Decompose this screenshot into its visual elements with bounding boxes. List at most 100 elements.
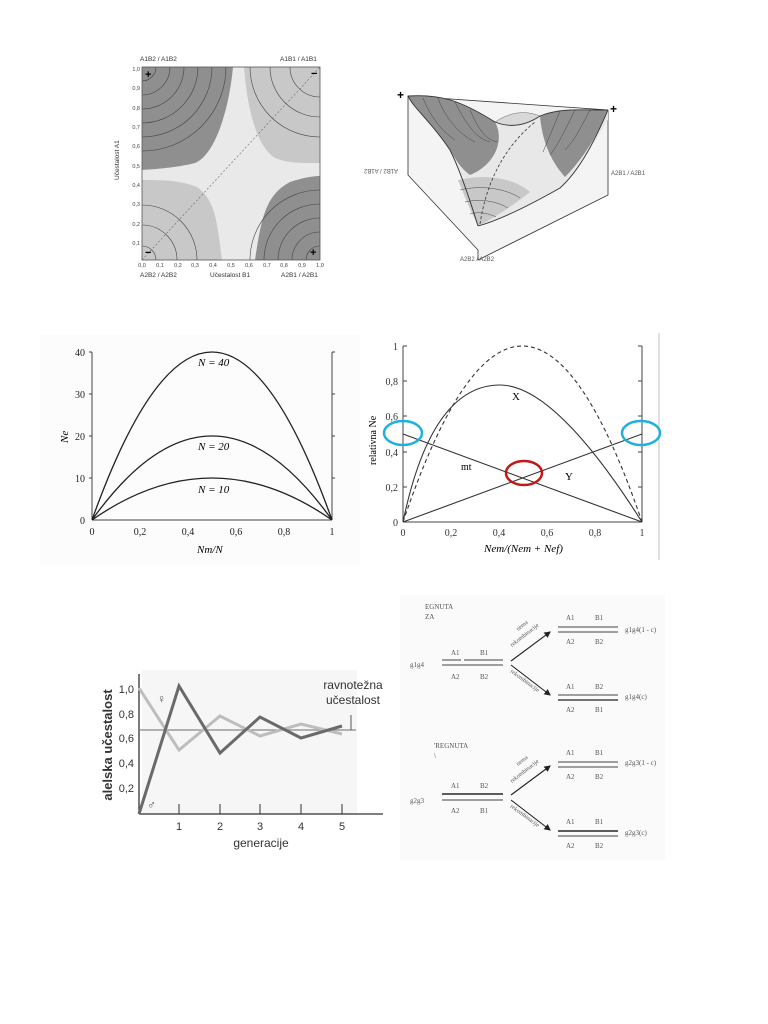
svg-text:0,6: 0,6	[132, 144, 140, 150]
y-tick: 0	[393, 518, 398, 529]
top-header-1: EGNUTA	[425, 603, 453, 611]
y-tick: 20	[75, 432, 85, 443]
y-tick: 30	[75, 390, 85, 401]
svg-text:1,0: 1,0	[316, 263, 324, 269]
allele: A1	[566, 683, 575, 691]
y-ticks: 1,0 0,9 0,8 0,7 0,6 0,5 0,4 0,3 0,2 0,1	[132, 67, 140, 247]
svg-text:0,9: 0,9	[132, 86, 140, 92]
allele: A2	[566, 842, 575, 850]
allele: A1	[451, 782, 460, 790]
male-symbol: ♂	[147, 798, 156, 812]
allele: B1	[595, 706, 604, 714]
allele: B2	[480, 673, 489, 681]
label-n40: N = 40	[197, 357, 230, 369]
allele-frequency-chart: 1,0 0,8 0,6 0,4 0,2 1 2 3 4 5 ravnotežna…	[80, 640, 400, 860]
marker-plus-left: +	[397, 88, 404, 102]
label-y: Y	[565, 471, 573, 483]
y-tick: 10	[75, 474, 85, 485]
allele: A2	[451, 807, 460, 815]
label-bottom: A2B2 / A2B2	[460, 257, 495, 263]
x-tick: 0	[90, 527, 95, 538]
surface-3d-figure: + + A1B2 / A1B2 A2B1 / A2B1 A2B2 / A2B2	[360, 80, 650, 270]
allele: B1	[480, 807, 489, 815]
y-axis-label: relativna Ne	[368, 415, 379, 465]
svg-text:0,8: 0,8	[280, 263, 288, 269]
y-axis-label: alelska učestalost	[100, 689, 115, 801]
corner-label-top-right: A1B1 / A1B1	[280, 56, 317, 63]
svg-text:0,6: 0,6	[245, 263, 253, 269]
y-tick: 0,8	[119, 709, 134, 721]
allele: B1	[595, 818, 604, 826]
y-tick: 0,2	[386, 483, 399, 494]
x-tick: 0,6	[230, 527, 243, 538]
y-tick: 0	[80, 516, 85, 527]
x-ticks: 0,0 0,1 0,2 0,3 0,4 0,5 0,6 0,7 0,8 0,9 …	[138, 263, 324, 269]
marker-minus-bottom-left: −	[145, 247, 151, 259]
x-tick: 0,8	[278, 527, 291, 538]
arrow-label: rekombinacije	[509, 804, 541, 829]
female-symbol: ♀	[157, 692, 166, 706]
allele: A2	[566, 638, 575, 646]
allele: A1	[566, 614, 575, 622]
x-tick: 0,8	[589, 528, 602, 539]
allele: B2	[595, 842, 604, 850]
label-n10: N = 10	[197, 484, 230, 496]
x-tick: 2	[217, 821, 223, 833]
corner-label-top-left: A1B2 / A1B2	[140, 56, 177, 63]
blue-ellipse-right	[620, 419, 662, 447]
y-tick: 0,8	[386, 377, 399, 388]
outcome-label: g1g4(1 - c)	[625, 626, 657, 634]
svg-text:0,7: 0,7	[132, 125, 140, 131]
svg-text:0,3: 0,3	[191, 263, 199, 269]
x-axis-label: Nm/N	[196, 544, 223, 556]
line-y	[402, 433, 643, 523]
y-tick: 1	[393, 342, 398, 353]
allele: A2	[451, 673, 460, 681]
equilibrium-label-1: ravnotežna	[323, 678, 383, 692]
curve-n20	[91, 435, 333, 521]
x-tick: 1	[176, 821, 182, 833]
marker-minus-top-right: −	[311, 68, 317, 80]
label-left: A1B2 / A1B2	[363, 167, 398, 173]
y-axis-label: Učestalost A1	[114, 140, 121, 180]
svg-text:0,3: 0,3	[132, 202, 140, 208]
svg-text:0,7: 0,7	[263, 263, 271, 269]
svg-text:1,0: 1,0	[132, 67, 140, 73]
bottom-genotype: g2g3	[410, 797, 425, 805]
allele: B2	[595, 638, 604, 646]
svg-text:0,4: 0,4	[209, 263, 217, 269]
allele: B1	[595, 614, 604, 622]
allele: A1	[451, 649, 460, 657]
y-tick: 1,0	[119, 684, 134, 696]
marker-plus-right: +	[610, 102, 617, 116]
label-x: X	[512, 391, 520, 403]
bottom-header-2: \	[434, 752, 436, 760]
x-axis-label: generacije	[233, 836, 289, 850]
x-tick: 0,2	[445, 528, 458, 539]
x-tick: 1	[640, 528, 645, 539]
outcome-label: g1g4(c)	[625, 693, 647, 701]
x-tick: 0,4	[182, 527, 195, 538]
curve-n40	[91, 351, 333, 521]
x-tick: 5	[339, 821, 345, 833]
x-axis-label: Učestalost B1	[210, 272, 250, 279]
x-tick: 4	[298, 821, 304, 833]
svg-text:0,4: 0,4	[132, 183, 140, 189]
top-header-2: ZA	[425, 613, 434, 621]
curve-x	[402, 384, 643, 523]
svg-text:0,1: 0,1	[156, 263, 164, 269]
contour-figure: A1B2 / A1B2 A1B1 / A1B1 + − − +	[105, 50, 345, 280]
corner-label-bottom-left: A2B2 / A2B2	[140, 272, 177, 279]
recombination-diagram: EGNUTA ZA g1g4 A1 B1 A2 B2 A1 B1 A2 B2 g…	[400, 595, 665, 860]
blue-ellipse-left	[382, 419, 424, 447]
svg-text:0,0: 0,0	[138, 263, 146, 269]
red-ellipse-center	[504, 459, 544, 487]
svg-text:0,8: 0,8	[132, 106, 140, 112]
y-tick: 0,6	[386, 412, 399, 423]
allele: B2	[595, 683, 604, 691]
allele: A2	[566, 773, 575, 781]
svg-text:0,1: 0,1	[132, 241, 140, 247]
y-tick: 0,2	[119, 783, 134, 795]
label-right: A2B1 / A2B1	[611, 171, 646, 177]
allele: A1	[566, 818, 575, 826]
